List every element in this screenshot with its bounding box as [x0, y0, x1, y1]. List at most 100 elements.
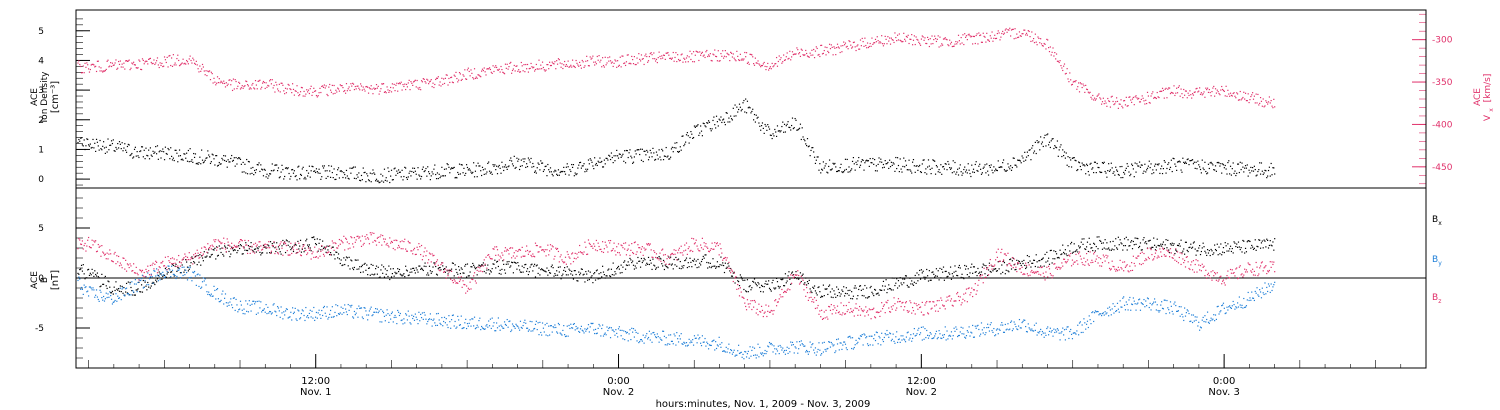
data-point: [904, 40, 907, 42]
data-point: [378, 182, 380, 184]
data-point: [632, 58, 634, 61]
data-point: [118, 297, 121, 299]
data-point: [1196, 168, 1198, 170]
data-point: [722, 350, 724, 352]
data-point: [87, 290, 89, 292]
data-point: [447, 326, 449, 329]
data-point: [686, 345, 688, 347]
data-point: [847, 48, 849, 50]
data-point: [869, 157, 871, 160]
data-point: [1191, 246, 1194, 248]
data-point: [701, 51, 703, 53]
data-point: [1227, 89, 1229, 91]
data-point: [120, 290, 122, 293]
data-point: [1003, 262, 1006, 264]
data-point: [419, 86, 421, 89]
data-point: [272, 87, 274, 89]
data-point: [232, 297, 235, 299]
data-point: [1177, 161, 1180, 163]
data-point: [1270, 244, 1272, 246]
data-point: [129, 281, 131, 284]
data-point: [661, 263, 663, 265]
data-point: [786, 52, 788, 54]
data-point: [438, 267, 440, 269]
data-point: [501, 161, 503, 163]
data-point: [341, 313, 343, 315]
data-point: [556, 332, 559, 334]
data-point: [978, 165, 980, 167]
data-point: [1114, 103, 1116, 105]
data-point: [500, 172, 502, 174]
data-point: [1097, 94, 1099, 96]
data-point: [1102, 242, 1104, 244]
data-point: [343, 172, 345, 174]
data-point: [325, 315, 327, 317]
data-point: [940, 277, 942, 279]
data-point: [935, 164, 938, 167]
data-point: [196, 64, 198, 66]
data-point: [186, 152, 188, 154]
data-point: [1206, 87, 1209, 89]
data-point: [386, 309, 388, 311]
data-point: [549, 167, 552, 169]
data-point: [393, 83, 395, 86]
data-point: [996, 270, 998, 272]
data-point: [933, 39, 935, 41]
data-point: [579, 274, 581, 276]
data-point: [549, 272, 551, 274]
data-point: [279, 91, 281, 93]
data-point: [473, 68, 476, 70]
data-point: [224, 246, 227, 248]
data-point: [750, 289, 752, 291]
data-point: [879, 41, 881, 43]
data-point: [921, 272, 923, 274]
data-point: [956, 171, 958, 173]
data-point: [481, 68, 484, 70]
data-point: [201, 281, 204, 283]
data-point: [621, 329, 623, 332]
data-point: [462, 74, 464, 76]
data-point: [114, 62, 116, 64]
data-point: [1093, 99, 1095, 101]
data-point: [328, 245, 330, 247]
data-point: [276, 169, 279, 172]
data-point: [760, 64, 763, 67]
data-point: [401, 169, 403, 171]
data-point: [1048, 263, 1051, 265]
data-point: [867, 296, 870, 298]
data-point: [944, 270, 946, 273]
data-point: [1098, 166, 1100, 169]
data-point: [470, 325, 472, 327]
data-point: [1241, 98, 1243, 100]
data-point: [160, 272, 162, 275]
data-point: [1025, 267, 1027, 270]
data-point: [279, 176, 281, 178]
data-point: [733, 349, 735, 351]
data-point: [223, 80, 225, 82]
data-point: [839, 51, 841, 54]
data-point: [715, 56, 718, 58]
data-point: [262, 309, 265, 311]
data-point: [476, 176, 478, 178]
data-point: [966, 274, 968, 276]
data-point: [435, 78, 437, 81]
data-point: [922, 270, 924, 272]
data-point: [521, 165, 523, 167]
data-point: [775, 56, 778, 59]
data-point: [691, 266, 693, 268]
data-point: [807, 56, 809, 58]
data-point: [844, 42, 847, 44]
data-point: [140, 284, 143, 286]
data-point: [1150, 163, 1152, 165]
data-point: [1237, 246, 1239, 248]
data-point: [1189, 160, 1191, 162]
data-point: [445, 266, 447, 268]
data-point: [809, 155, 811, 157]
data-point: [244, 313, 246, 315]
data-point: [245, 172, 247, 174]
data-point: [639, 58, 641, 60]
data-point: [707, 122, 709, 124]
data-point: [680, 333, 682, 335]
data-point: [588, 163, 590, 165]
data-point: [1213, 252, 1215, 254]
